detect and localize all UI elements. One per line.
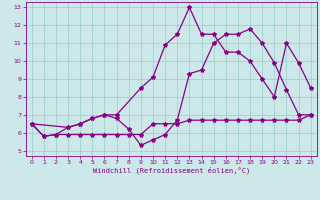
X-axis label: Windchill (Refroidissement éolien,°C): Windchill (Refroidissement éolien,°C) [92,167,250,174]
